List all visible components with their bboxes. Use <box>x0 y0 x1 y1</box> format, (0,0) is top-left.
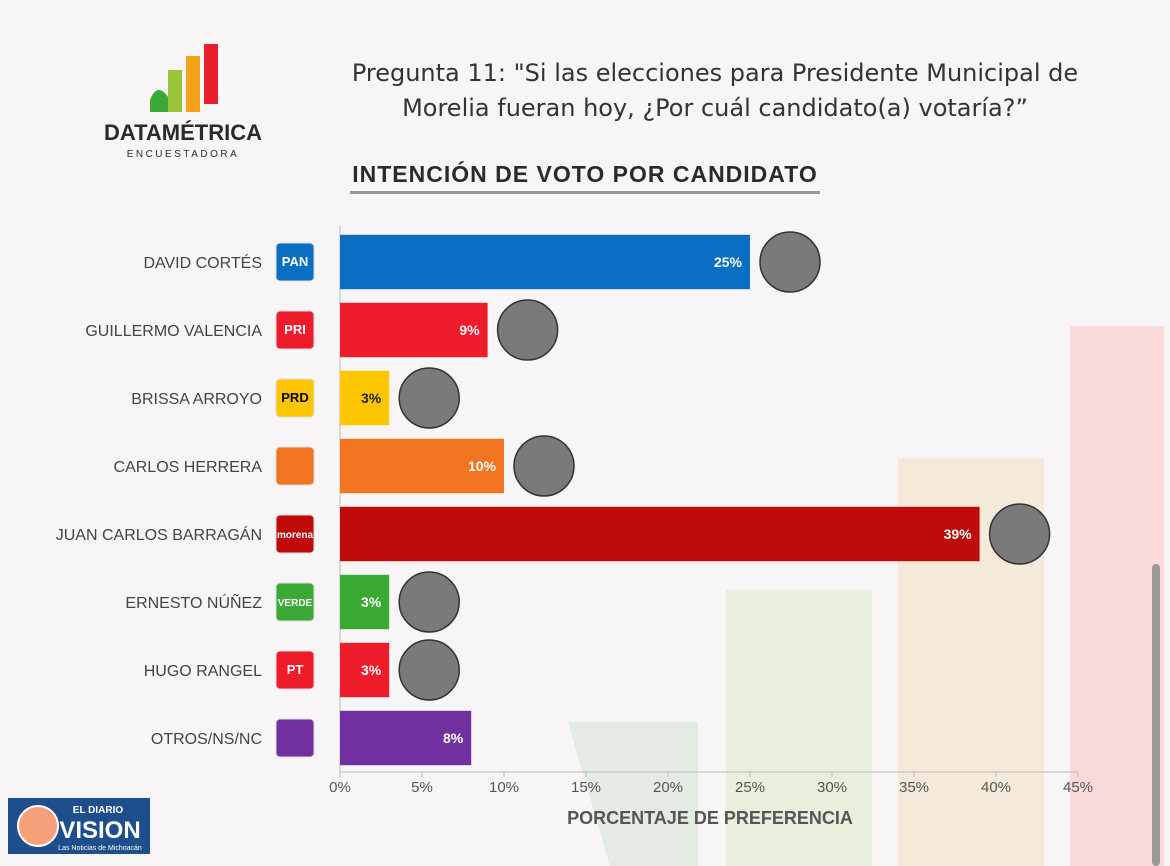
party-badge <box>275 718 315 758</box>
value-label: 25% <box>714 254 743 270</box>
x-tick-label: 35% <box>899 779 929 796</box>
x-tick-label: 10% <box>489 779 519 796</box>
x-tick-label: 30% <box>817 779 847 796</box>
value-label: 9% <box>459 322 480 338</box>
candidate-photo <box>988 503 1051 565</box>
category-label: BRISSA ARROYO <box>131 391 262 408</box>
x-tick-label: 5% <box>411 779 433 796</box>
bar <box>340 234 750 290</box>
watermark-top: EL DIARIO <box>73 805 124 816</box>
value-label: 3% <box>361 594 382 610</box>
candidate-photo <box>496 299 559 361</box>
category-label: OTROS/NS/NC <box>151 731 262 748</box>
candidate-photo <box>759 231 821 293</box>
value-label: 10% <box>468 458 497 474</box>
decor <box>1070 326 1164 866</box>
x-tick-label: 20% <box>653 779 683 796</box>
candidate-photo <box>513 435 575 497</box>
party-badge <box>275 582 315 622</box>
watermark-tagline: Las Noticias de Michoacán <box>58 845 142 852</box>
brand-name: DATAMÉTRICA <box>104 120 262 145</box>
bar <box>340 574 390 630</box>
watermark <box>8 798 150 854</box>
watermark-name: VISION <box>59 817 140 844</box>
category-label: CARLOS HERRERA <box>114 459 263 476</box>
x-tick-label: 45% <box>1063 779 1093 796</box>
x-tick-label: 40% <box>981 779 1011 796</box>
value-label: 3% <box>361 390 382 406</box>
party-badge <box>275 310 315 350</box>
bar <box>340 302 488 358</box>
x-tick-label: 0% <box>329 779 351 796</box>
party-badge <box>275 650 315 690</box>
bar <box>340 506 980 562</box>
value-label: 3% <box>361 662 382 678</box>
party-label: VERDE <box>278 598 313 609</box>
x-tick-label: 25% <box>735 779 765 796</box>
logo <box>150 44 218 112</box>
value-label: 39% <box>944 526 973 542</box>
bar <box>340 370 390 426</box>
bar <box>340 438 504 494</box>
title-box: Pregunta 11: "Si las elecciones para Pre… <box>351 59 1079 122</box>
party-badge <box>275 242 315 282</box>
candidate-photo <box>398 639 460 701</box>
party-badge <box>275 514 315 554</box>
chart-subtitle: INTENCIÓN DE VOTO POR CANDIDATO <box>352 160 817 187</box>
category-label: GUILLERMO VALENCIA <box>85 323 262 340</box>
party-badge <box>275 446 315 486</box>
decor <box>568 722 698 866</box>
category-label: JUAN CARLOS BARRAGÁN <box>56 525 262 544</box>
party-label: morena <box>277 530 314 541</box>
party-label: PAN <box>282 254 308 269</box>
candidate-photo <box>398 571 460 633</box>
party-label: PT <box>287 662 304 677</box>
party-label: PRD <box>281 390 308 405</box>
brand-tagline: ENCUESTADORA <box>127 149 240 160</box>
value-label: 8% <box>443 730 464 746</box>
decor <box>726 590 872 866</box>
scrollbar[interactable] <box>1152 564 1160 866</box>
category-label: DAVID CORTÉS <box>143 253 262 272</box>
party-badge <box>275 378 315 418</box>
bar <box>340 642 390 698</box>
x-tick-label: 15% <box>571 779 601 796</box>
category-label: ERNESTO NÚÑEZ <box>125 592 262 612</box>
subtitle-underline <box>350 191 820 194</box>
party-label: PRI <box>284 322 306 337</box>
candidate-photo <box>398 367 460 429</box>
chart-title: Pregunta 11: "Si las elecciones para Pre… <box>351 59 1079 122</box>
category-label: HUGO RANGEL <box>144 663 262 680</box>
bar <box>340 710 472 766</box>
x-axis-label: PORCENTAJE DE PREFERENCIA <box>567 808 853 828</box>
